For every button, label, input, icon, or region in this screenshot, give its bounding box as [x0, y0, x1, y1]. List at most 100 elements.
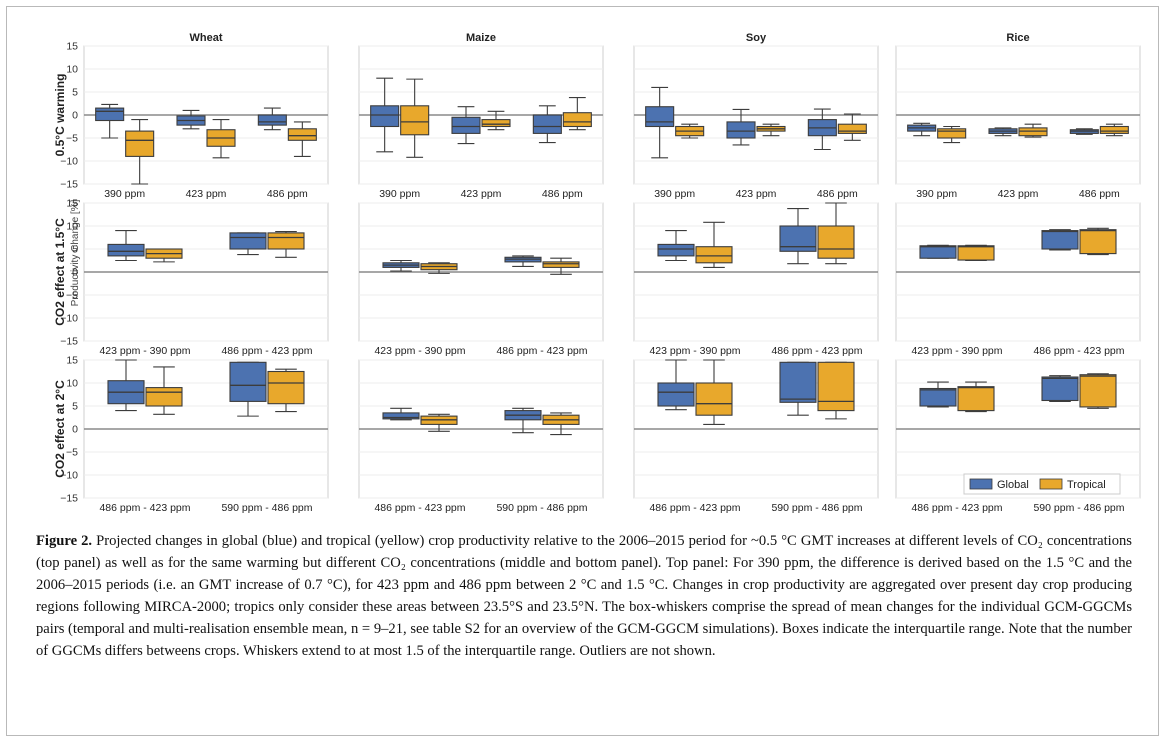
category-label: 390 ppm: [654, 188, 695, 200]
y-tick-label: 10: [66, 221, 78, 233]
box-global: [229, 232, 267, 250]
box-tropical: [817, 225, 855, 259]
box-tropical: [145, 387, 183, 407]
crop-title-rice: Rice: [1006, 32, 1029, 44]
box-tropical: [695, 382, 733, 416]
category-label: 423 ppm - 390 ppm: [911, 345, 1002, 357]
box-global: [919, 387, 957, 407]
category-label: 486 ppm - 423 ppm: [374, 502, 465, 514]
y-axis-label: Productivity Change [%]: [70, 199, 81, 306]
box-tropical: [1079, 229, 1117, 255]
box-tropical: [695, 246, 733, 264]
y-tick-label: 10: [66, 378, 78, 390]
box-global: [779, 225, 817, 252]
category-label: 486 ppm: [542, 188, 583, 200]
caption-text: Projected changes in global (blue) and t…: [36, 533, 1132, 659]
y-tick-label: 5: [72, 244, 78, 256]
y-tick-label: −10: [60, 156, 78, 168]
box-tropical: [1079, 374, 1117, 408]
box-tropical: [1099, 125, 1129, 134]
box-plot-grid: Wheat Maize Soy Rice 0.5°C warming CO2 effect…: [53, 32, 1141, 514]
row-label-2: CO2 effect at 2°C: [53, 380, 67, 478]
y-tick-label: 5: [72, 87, 78, 99]
box-tropical: [125, 130, 155, 157]
category-label: 590 ppm - 486 ppm: [771, 502, 862, 514]
box-global: [919, 245, 957, 259]
y-tick-label: −15: [60, 179, 78, 191]
box-tropical: [267, 370, 305, 405]
category-label: 486 ppm: [1079, 188, 1120, 200]
figure-frame: [6, 6, 1159, 736]
box-global: [532, 114, 562, 134]
box-global: [229, 361, 267, 402]
box-global: [657, 382, 695, 407]
row-label-0: 0.5°C warming: [53, 74, 67, 157]
box-global: [451, 116, 481, 134]
category-label: 423 ppm: [461, 188, 502, 200]
box-global: [95, 107, 125, 122]
box-global: [1041, 230, 1079, 250]
figure-caption: Figure 2. Projected changes in global (b…: [36, 530, 1132, 662]
y-tick-label: 15: [66, 355, 78, 367]
box-tropical: [937, 128, 967, 139]
category-label: 486 ppm - 423 ppm: [771, 345, 862, 357]
category-label: 390 ppm: [104, 188, 145, 200]
box-tropical: [400, 105, 430, 136]
box-global: [382, 412, 420, 420]
box-global: [1041, 376, 1079, 402]
y-tick-label: 5: [72, 401, 78, 413]
category-label: 486 ppm: [267, 188, 308, 200]
category-label: 423 ppm - 390 ppm: [649, 345, 740, 357]
category-label: 423 ppm: [736, 188, 777, 200]
category-label: 423 ppm - 390 ppm: [374, 345, 465, 357]
crop-title-soy: Soy: [746, 32, 767, 44]
category-label: 486 ppm - 423 ppm: [99, 502, 190, 514]
category-label: 423 ppm - 390 ppm: [99, 345, 190, 357]
row-label-1: CO2 effect at 1.5°C: [53, 218, 67, 326]
category-label: 423 ppm: [186, 188, 227, 200]
box-global: [257, 114, 287, 126]
legend-label-global: Global: [997, 479, 1029, 491]
category-label: 423 ppm: [998, 188, 1039, 200]
box-tropical: [542, 261, 580, 268]
box-global: [645, 106, 675, 128]
box-tropical: [837, 123, 867, 134]
category-label: 590 ppm - 486 ppm: [1033, 502, 1124, 514]
crop-title-maize: Maize: [466, 32, 496, 44]
category-label: 486 ppm: [817, 188, 858, 200]
y-tick-label: −10: [60, 313, 78, 325]
category-label: 486 ppm - 423 ppm: [221, 345, 312, 357]
category-label: 590 ppm - 486 ppm: [221, 502, 312, 514]
box-tropical: [957, 245, 995, 261]
y-tick-label: 0: [72, 267, 78, 279]
category-label: 486 ppm - 423 ppm: [496, 345, 587, 357]
y-tick-label: −5: [66, 447, 78, 459]
box-global: [726, 121, 756, 139]
category-label: 390 ppm: [916, 188, 957, 200]
category-label: 486 ppm - 423 ppm: [649, 502, 740, 514]
y-tick-label: −5: [66, 290, 78, 302]
box-tropical: [562, 112, 592, 128]
caption-label: Figure 2.: [36, 533, 93, 549]
y-tick-label: −5: [66, 133, 78, 145]
legend-swatch-tropical: [1039, 478, 1063, 490]
category-label: 486 ppm - 423 ppm: [911, 502, 1002, 514]
box-tropical: [817, 361, 855, 412]
box-tropical: [287, 128, 317, 141]
legend-swatch-global: [969, 478, 993, 490]
box-global: [370, 105, 400, 128]
y-tick-label: −10: [60, 470, 78, 482]
legend-label-tropical: Tropical: [1067, 479, 1106, 491]
y-tick-label: 10: [66, 64, 78, 76]
category-label: 390 ppm: [379, 188, 420, 200]
category-label: 590 ppm - 486 ppm: [496, 502, 587, 514]
box-tropical: [1018, 127, 1048, 137]
y-tick-label: −15: [60, 336, 78, 348]
crop-title-wheat: Wheat: [190, 32, 223, 44]
box-global: [107, 243, 145, 257]
y-tick-label: 15: [66, 198, 78, 210]
box-tropical: [267, 232, 305, 250]
box-global: [779, 361, 817, 403]
y-tick-label: 0: [72, 110, 78, 122]
y-tick-label: −15: [60, 493, 78, 505]
